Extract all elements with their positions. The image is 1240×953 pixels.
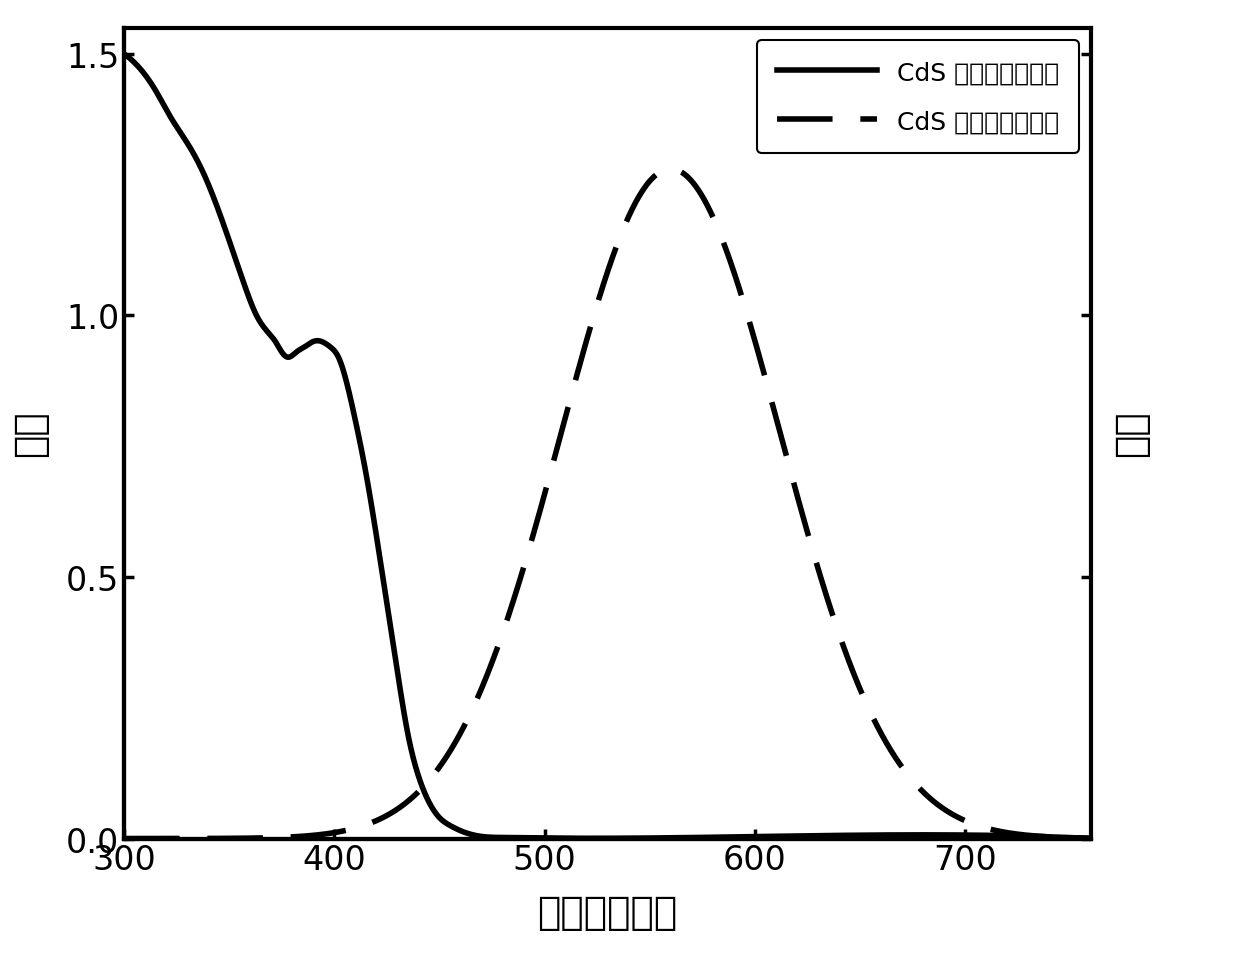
CdS 量子点发光光谱: [1065, 832, 1080, 843]
CdS 量子点吸收光谱: [1065, 832, 1080, 843]
CdS 量子点吸收光谱: [961, 829, 976, 841]
CdS 量子点吸收光谱: [529, 832, 544, 843]
CdS 量子点发光光谱: [961, 817, 976, 828]
CdS 量子点吸收光谱: [227, 251, 242, 262]
CdS 量子点吸收光谱: [487, 832, 502, 843]
CdS 量子点发光光谱: [284, 831, 299, 842]
CdS 量子点吸收光谱: [117, 49, 131, 60]
CdS 量子点发光光谱: [227, 833, 242, 844]
CdS 量子点发光光谱: [529, 517, 544, 528]
CdS 量子点发光光谱: [117, 833, 131, 844]
Legend: CdS 量子点吸收光谱, CdS 量子点发光光谱: CdS 量子点吸收光谱, CdS 量子点发光光谱: [756, 41, 1079, 154]
CdS 量子点吸收光谱: [284, 351, 299, 362]
Y-axis label: 吸收: 吸收: [11, 410, 50, 457]
CdS 量子点发光光谱: [1084, 833, 1099, 844]
Line: CdS 量子点吸收光谱: CdS 量子点吸收光谱: [124, 54, 1091, 839]
CdS 量子点发光光谱: [487, 649, 502, 660]
Y-axis label: 强度: 强度: [1112, 410, 1149, 457]
CdS 量子点发光光谱: [663, 164, 678, 175]
Line: CdS 量子点发光光谱: CdS 量子点发光光谱: [124, 170, 1091, 839]
X-axis label: 波长（纳米）: 波长（纳米）: [537, 893, 678, 931]
CdS 量子点吸收光谱: [1084, 833, 1099, 844]
